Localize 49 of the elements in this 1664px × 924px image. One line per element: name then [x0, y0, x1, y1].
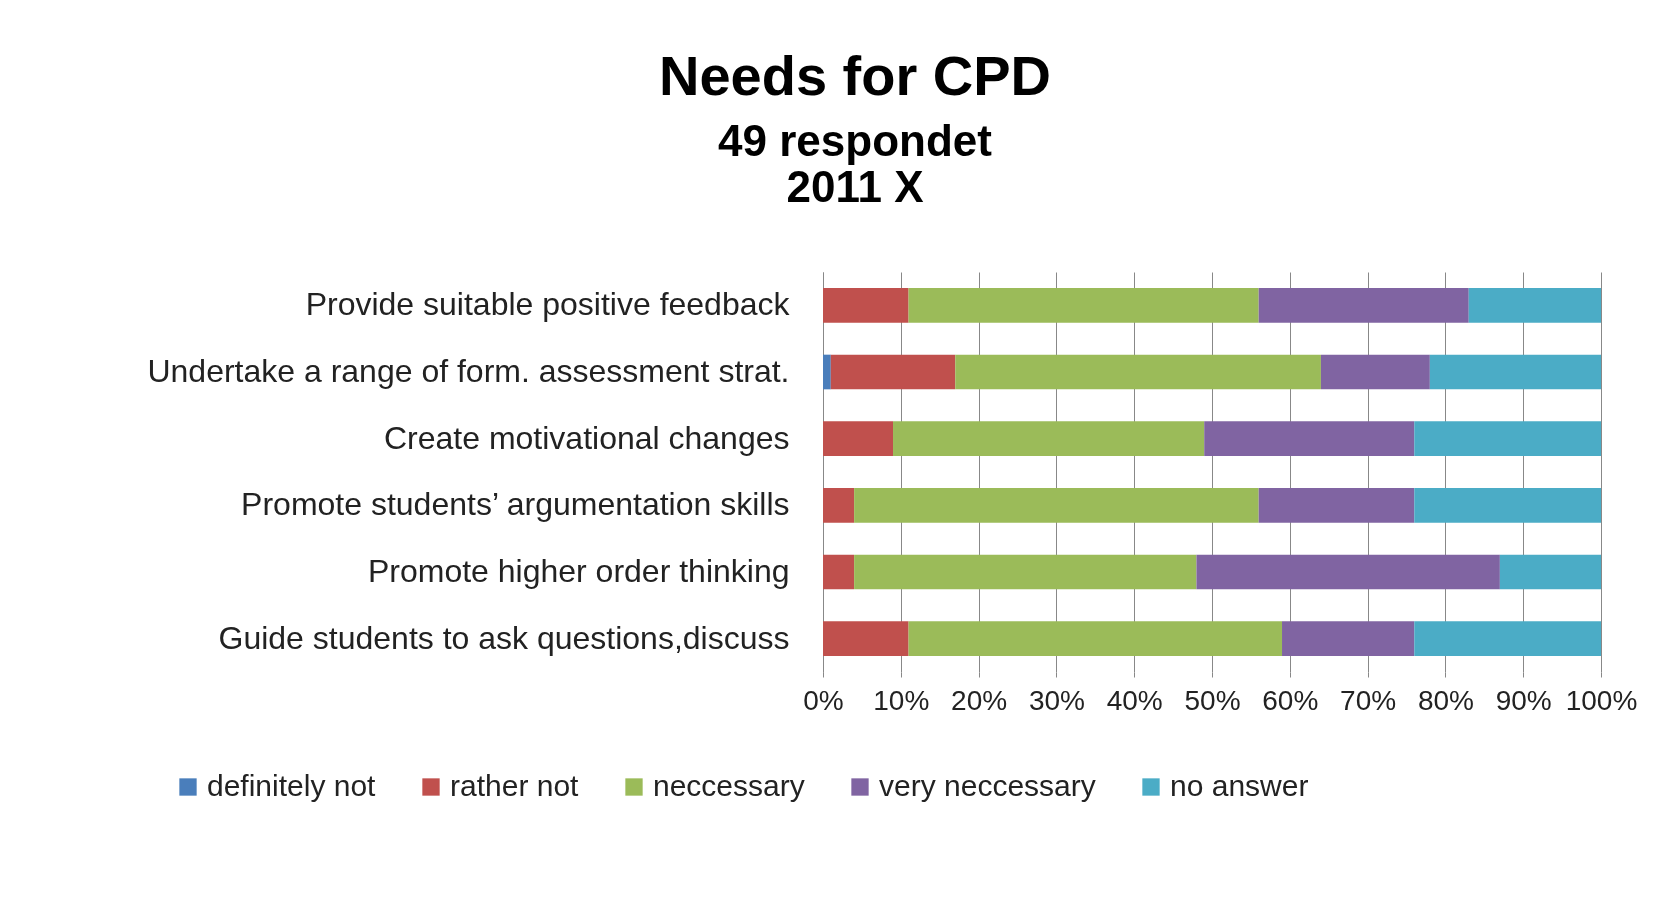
bar [823, 488, 855, 523]
bar [1196, 554, 1500, 590]
bar [823, 421, 894, 456]
bar [854, 488, 1259, 523]
bar [1429, 354, 1601, 390]
x-tick-label: 40% [1106, 684, 1163, 716]
bar [893, 421, 1205, 456]
legend-label: neccessary [653, 769, 805, 802]
x-tick-label: 70% [1340, 684, 1397, 716]
legend-label: rather not [450, 769, 580, 802]
bar [955, 354, 1321, 390]
bar [1258, 488, 1415, 523]
y-tick-label: Promote students’ argumentation skills [241, 486, 790, 523]
x-tick-label: 60% [1262, 684, 1319, 716]
bar [1258, 288, 1469, 323]
bar [908, 621, 1283, 656]
x-tick-label: 0% [803, 684, 844, 716]
chart-subtitle: 49 respondet 2011 X [718, 116, 993, 211]
bar [1468, 288, 1601, 323]
bar [908, 288, 1259, 323]
legend-label: definitely not [207, 769, 377, 802]
bar [1320, 354, 1430, 390]
x-tick-label: 50% [1184, 684, 1241, 716]
bar [823, 288, 909, 323]
bar [1414, 421, 1601, 456]
legend-label: no answer [1170, 769, 1309, 802]
bar [854, 554, 1197, 590]
y-tick-label: Guide students to ask questions,discuss [218, 619, 790, 656]
x-tick-label: 10% [873, 684, 930, 716]
bar [1414, 621, 1601, 656]
bar [1204, 421, 1415, 456]
y-tick-label: Promote higher order thinking [367, 553, 790, 589]
bar [1282, 621, 1415, 656]
bar [830, 354, 956, 390]
x-tick-label: 20% [951, 684, 1008, 716]
legend-label: very neccessary [879, 769, 1096, 802]
bar [823, 554, 855, 590]
y-tick-label: Undertake a range of form. assessment strat. [147, 353, 790, 389]
x-tick-label: 90% [1495, 684, 1552, 716]
chart-title: Needs for CPD [658, 44, 1052, 107]
bar [1414, 488, 1601, 523]
bar [823, 621, 909, 656]
bar [823, 354, 831, 390]
x-tick-label: 30% [1028, 684, 1085, 716]
x-tick-label: 100% [1565, 684, 1638, 716]
x-tick-label: 80% [1417, 684, 1474, 716]
y-tick-label: Create motivational changes [383, 419, 790, 456]
y-tick-label: Provide suitable positive feedback [305, 286, 791, 323]
bar [1499, 554, 1601, 590]
